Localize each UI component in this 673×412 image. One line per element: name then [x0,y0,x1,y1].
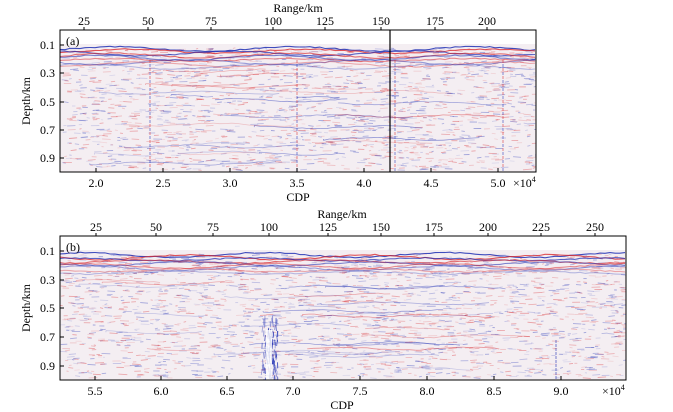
panel-b-left-tick-label: 0.5 [40,301,55,315]
panel-b-bottom-tick-label: 7.0 [286,384,301,398]
panel-a-top-tick-label: 125 [316,14,334,28]
panel-b-top-tick-label: 125 [319,220,337,234]
panel-b-bottom-tick-label: 6.5 [220,384,235,398]
panel-a-top-ticks: 25 50 75 100 125 150 175 200 [78,14,496,30]
panel-a-label: (a) [66,34,79,48]
panel-a-left-tick-label: 0.1 [40,38,55,52]
panel-b-left-ticks: 0.1 0.3 0.5 0.7 0.9 [40,244,64,373]
panel-b-top-tick-label: 50 [150,220,162,234]
panel-a-bottom-tick-label: 4.0 [357,176,372,190]
panel-b-left-tick-label: 0.1 [40,244,55,258]
panel-a-left-tick-label: 0.5 [40,95,55,109]
panel-b-bottom-tick-label: 6.0 [154,384,169,398]
panel-b-top-tick-label: 200 [479,220,497,234]
panel-b-top-tick-label: 100 [260,220,278,234]
panel-a-top-axis-label: Range/km [273,1,323,15]
panel-b-top-tick-label: 225 [532,220,550,234]
panel-a-top-tick-label: 25 [78,14,90,28]
panel-a-bottom-axis-label: CDP [286,190,310,204]
panel-a-bottom-tick-label: 4.5 [424,176,439,190]
panel-a: (a) 25 50 75 100 125 150 175 200 Range/k… [19,1,537,204]
panel-b-left-tick-label: 0.9 [40,359,55,373]
panel-b-bottom-tick-label: 7.5 [353,384,368,398]
panel-b-label: (b) [66,240,80,254]
panel-a-top-tick-label: 75 [205,14,217,28]
panel-a-seismic-section [60,44,536,172]
panel-a-bottom-tick-label: 2.5 [156,176,171,190]
panel-b-top-tick-label: 75 [207,220,219,234]
panel-b-bottom-tick-label: 8.5 [487,384,502,398]
panel-b-top-tick-label: 150 [372,220,390,234]
panel-b-left-tick-label: 0.7 [40,330,55,344]
panel-a-multiplier: ×104 [513,175,536,190]
panel-a-bottom-tick-label: 5.0 [491,176,506,190]
panel-a-left-axis-label: Depth/km [19,76,33,125]
panel-a-left-ticks: 0.1 0.3 0.5 0.7 0.9 [40,38,64,165]
panel-a-top-tick-label: 50 [142,14,154,28]
panel-b-top-axis-label: Range/km [317,207,367,221]
panel-a-bottom-ticks: 2.0 2.5 3.0 3.5 4.0 4.5 5.0 [89,168,506,190]
panel-a-bottom-tick-label: 2.0 [89,176,104,190]
panel-b-top-tick-label: 250 [586,220,604,234]
panel-b-top-tick-label: 25 [90,220,102,234]
panel-b-left-tick-label: 0.3 [40,273,55,287]
panel-a-top-tick-label: 150 [372,14,390,28]
panel-b-top-ticks: 25 50 75 100 125 150 175 200 225 250 [90,220,604,236]
panel-a-top-tick-label: 200 [478,14,496,28]
panel-b-bottom-tick-label: 9.0 [554,384,569,398]
panel-a-bottom-tick-label: 3.0 [223,176,238,190]
panel-a-bottom-tick-label: 3.5 [290,176,305,190]
panel-a-top-tick-label: 100 [264,14,282,28]
panel-a-left-tick-label: 0.7 [40,123,55,137]
panel-b-left-axis-label: Depth/km [19,283,33,332]
panel-b-bottom-axis-label: CDP [330,398,354,412]
panel-b-bottom-ticks: 5.5 6.0 6.5 7.0 7.5 8.0 8.5 9.0 [88,376,569,398]
panel-b-top-tick-label: 175 [425,220,443,234]
panel-a-left-tick-label: 0.9 [40,151,55,165]
panel-b: (b) 25 50 75 100 125 150 175 200 225 250… [19,207,627,412]
panel-a-left-tick-label: 0.3 [40,66,55,80]
panel-b-bottom-tick-label: 8.0 [420,384,435,398]
panel-b-seismic-section [60,250,626,380]
panel-b-bottom-tick-label: 5.5 [88,384,103,398]
panel-a-top-tick-label: 175 [426,14,444,28]
panel-b-multiplier: ×104 [602,383,625,398]
panel-a-frame [59,29,537,173]
